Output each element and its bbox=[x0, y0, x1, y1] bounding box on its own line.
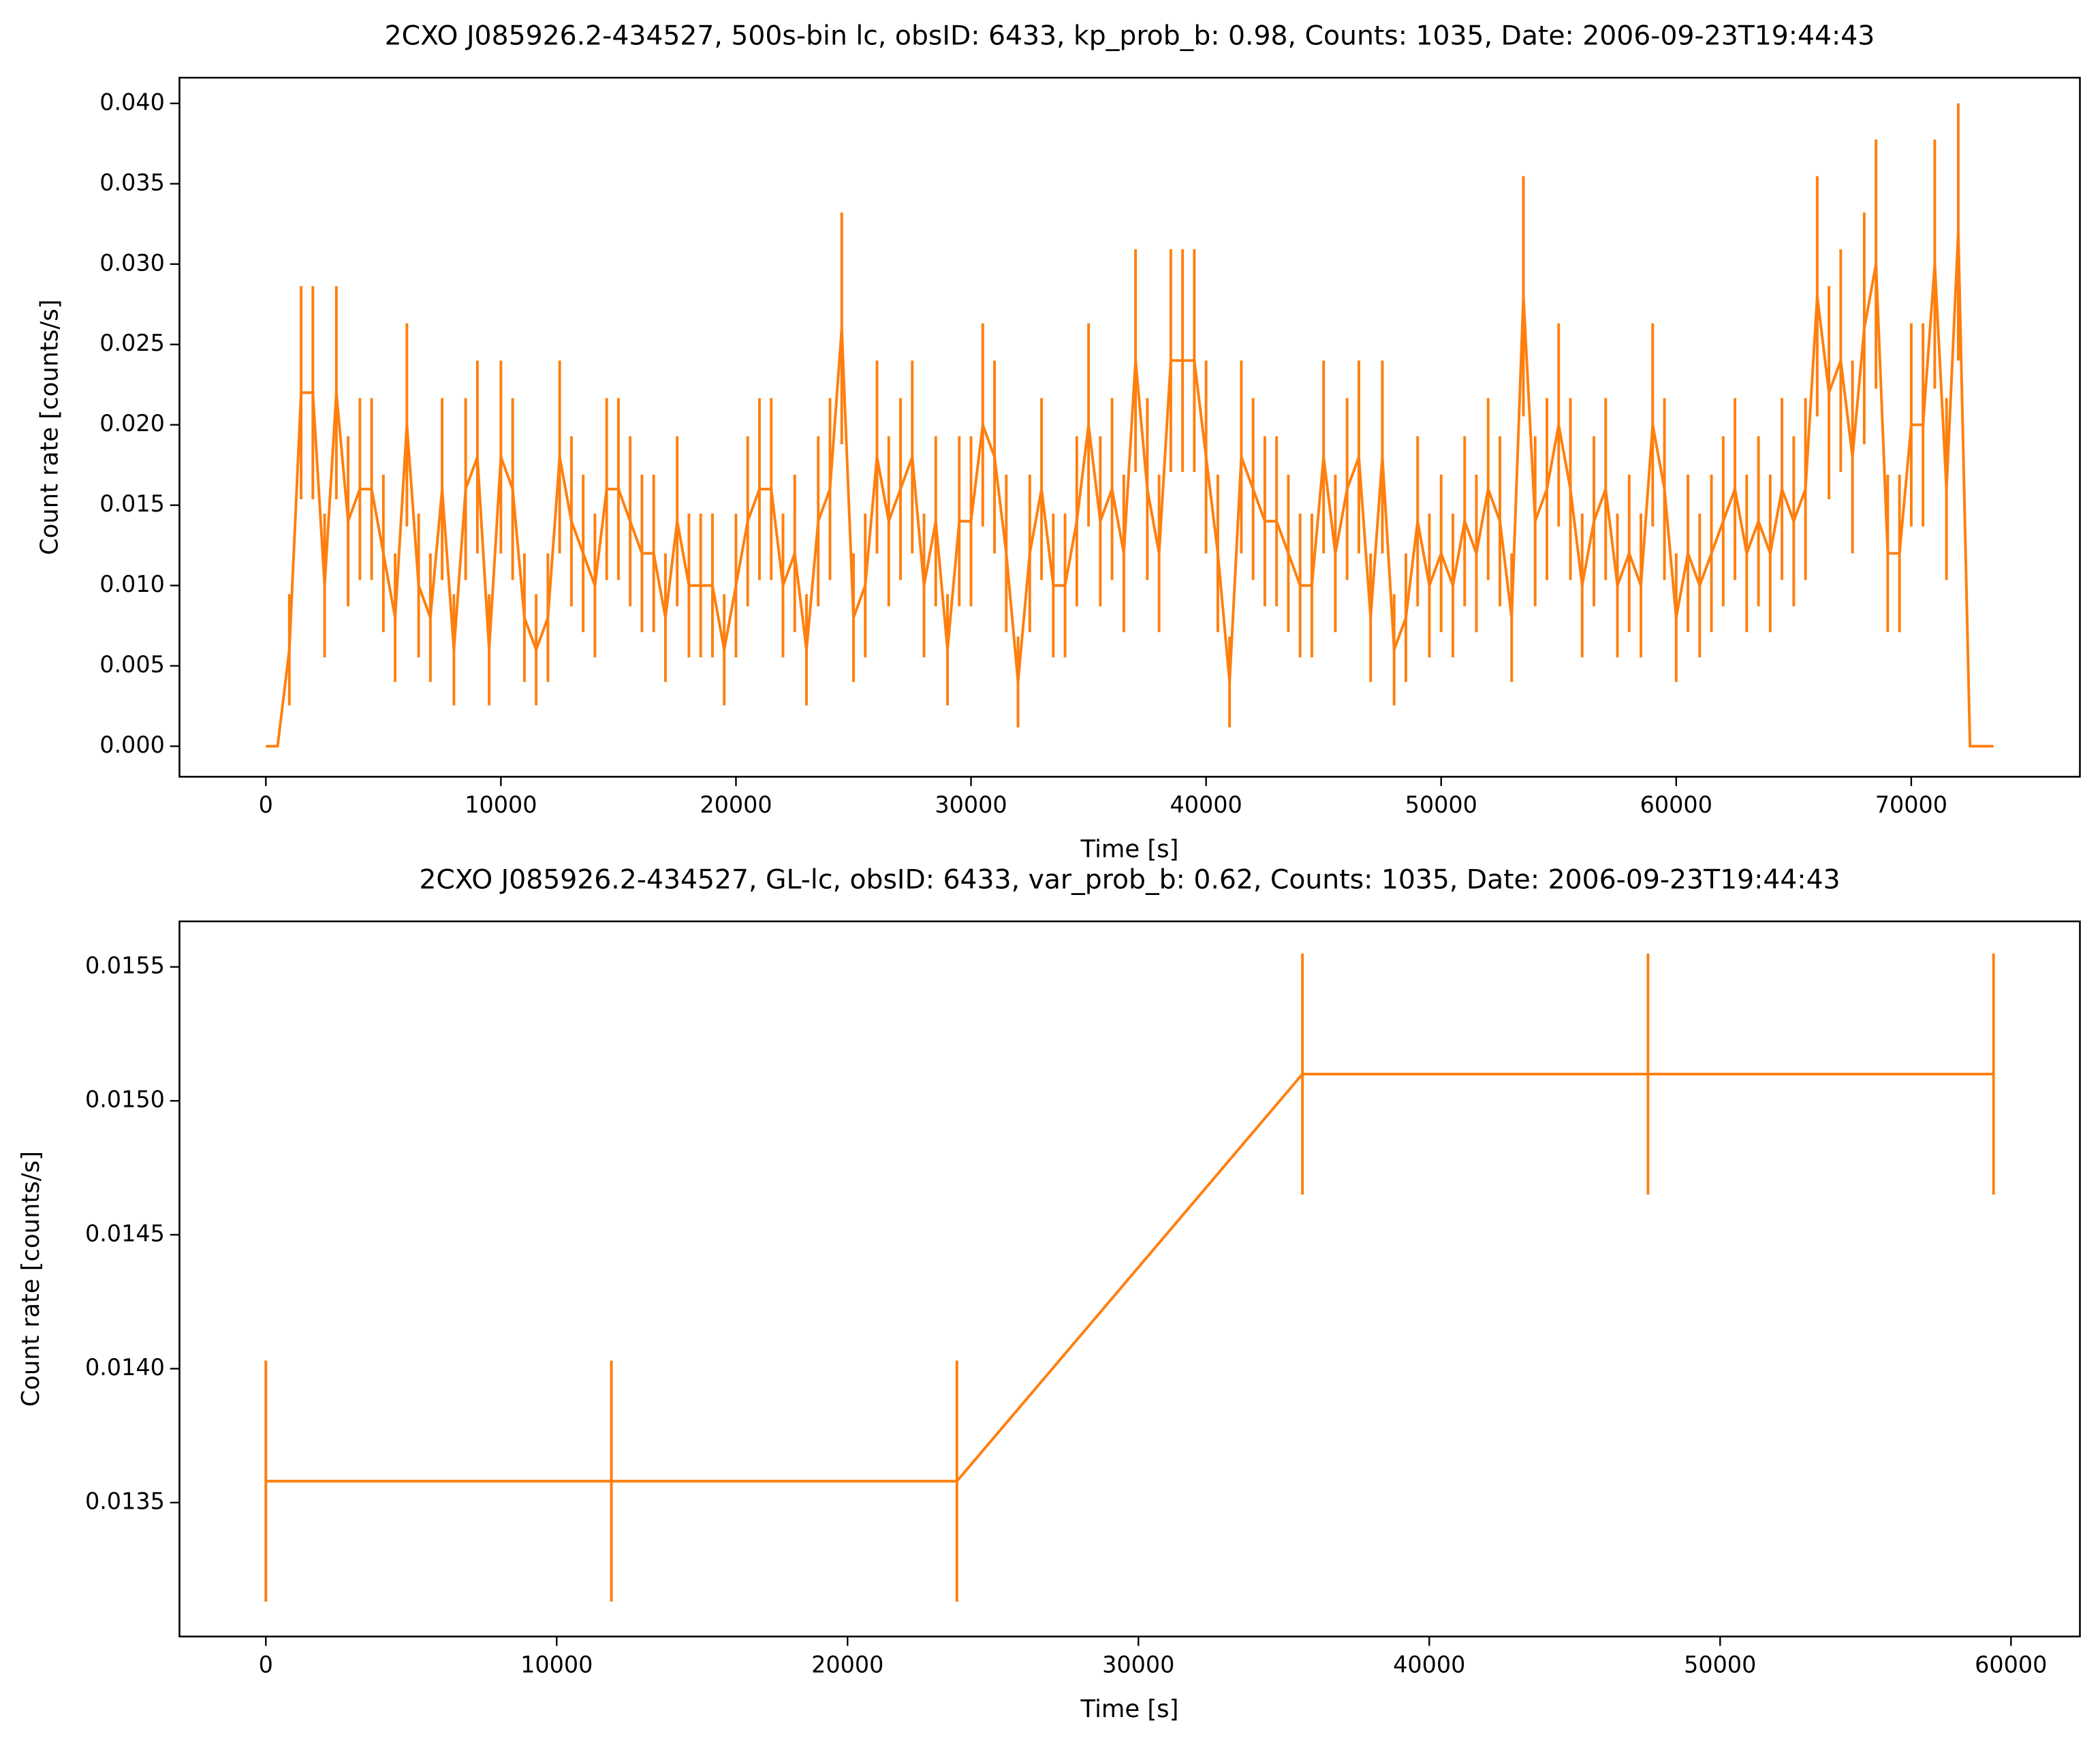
x-axis-label: Time [s] bbox=[1080, 836, 1179, 864]
y-axis-label: Count rate [counts/s] bbox=[17, 1151, 45, 1407]
data-line bbox=[266, 230, 1994, 748]
x-tick-label: 50000 bbox=[1684, 1651, 1756, 1678]
y-axis-label: Count rate [counts/s] bbox=[36, 299, 64, 555]
x-tick-label: 40000 bbox=[1170, 791, 1242, 818]
y-tick-label: 0.040 bbox=[99, 89, 165, 115]
x-tick-label: 10000 bbox=[465, 791, 537, 818]
x-tick-label: 60000 bbox=[1640, 791, 1712, 818]
y-tick-label: 0.025 bbox=[99, 330, 165, 356]
chart-title: 2CXO J085926.2-434527, GL-lc, obsID: 643… bbox=[419, 864, 1840, 895]
y-tick-label: 0.005 bbox=[99, 651, 165, 678]
x-tick-label: 10000 bbox=[520, 1651, 593, 1678]
x-tick-label: 20000 bbox=[811, 1651, 883, 1678]
y-tick-label: 0.015 bbox=[99, 490, 165, 517]
y-tick-label: 0.030 bbox=[99, 249, 165, 276]
axes-frame bbox=[178, 76, 2081, 778]
x-tick-label: 0 bbox=[259, 1651, 273, 1678]
chart-title: 2CXO J085926.2-434527, 500s-bin lc, obsI… bbox=[385, 21, 1875, 52]
y-tick-label: 0.0140 bbox=[85, 1354, 165, 1381]
y-tick-label: 0.0155 bbox=[85, 952, 165, 979]
x-tick-label: 0 bbox=[259, 791, 273, 818]
x-tick-label: 50000 bbox=[1405, 791, 1477, 818]
axes-frame bbox=[178, 920, 2081, 1637]
x-tick-label: 70000 bbox=[1875, 791, 1947, 818]
y-tick-label: 0.000 bbox=[99, 732, 165, 758]
x-axis-label: Time [s] bbox=[1080, 1695, 1179, 1723]
y-tick-label: 0.020 bbox=[99, 410, 165, 437]
y-tick-label: 0.0150 bbox=[85, 1086, 165, 1113]
x-tick-label: 30000 bbox=[935, 791, 1007, 818]
y-tick-label: 0.0145 bbox=[85, 1220, 165, 1246]
x-tick-label: 20000 bbox=[700, 791, 772, 818]
data-line bbox=[266, 1072, 1994, 1483]
y-tick-label: 0.0135 bbox=[85, 1488, 165, 1515]
x-tick-label: 30000 bbox=[1102, 1651, 1174, 1678]
x-tick-label: 60000 bbox=[1975, 1651, 2047, 1678]
y-tick-label: 0.035 bbox=[99, 169, 165, 195]
y-tick-label: 0.010 bbox=[99, 571, 165, 597]
x-tick-label: 40000 bbox=[1393, 1651, 1465, 1678]
